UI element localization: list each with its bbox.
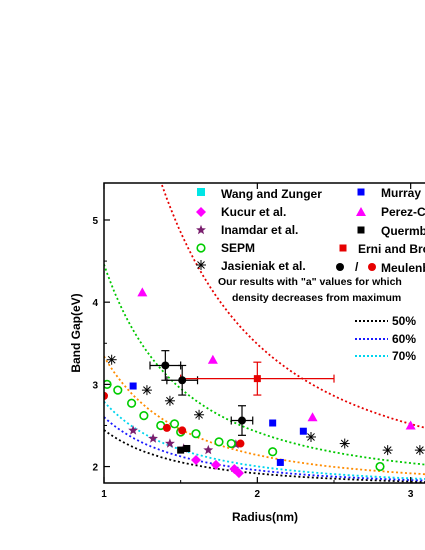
legend-marker-murray-shape [357, 188, 365, 196]
point-jasieniak-et-al [414, 445, 425, 456]
point-our-results [238, 416, 246, 425]
x-tick-label: 2 [255, 489, 261, 500]
legend-label-kucur: Kucur et al. [221, 205, 286, 219]
legend-label-inamdar: Inamdar et al. [221, 223, 298, 237]
point-kucur-et-al [233, 468, 244, 479]
fit-curve-extra-3 [104, 264, 425, 466]
y-tick-label: 5 [92, 216, 98, 227]
y-tick-label: 4 [92, 298, 98, 309]
point-jasieniak-et-al [164, 395, 175, 406]
legend-marker-murray [357, 188, 365, 196]
point-murray [269, 419, 277, 427]
legend-label-50: 50% [392, 314, 416, 328]
legend-marker-wang-zunger [197, 188, 205, 196]
legend-label-meulenberg: Meulenberg [381, 261, 425, 275]
error-bar [166, 364, 199, 396]
legend-label-quermbach: Quermbach [381, 224, 425, 238]
point-inamdar-et-al [165, 438, 175, 448]
point-meulenberg [178, 426, 187, 435]
point-inamdar-et-al [203, 444, 214, 455]
data-points [104, 287, 425, 479]
point-quermbach [183, 444, 191, 452]
legend-marker-perez-shape [356, 207, 366, 216]
point-inamdar-et-al [148, 433, 158, 443]
legend-label-60: 60% [392, 332, 416, 346]
legend-label-jasieniak: Jasieniak et al. [221, 259, 306, 273]
point-our-results [178, 376, 187, 385]
y-tick-label: 2 [92, 463, 98, 474]
legend-marker-jasieniak-shape [196, 260, 206, 270]
point-sepm [139, 411, 149, 421]
point-murray [276, 458, 284, 466]
point-perez-conde [307, 412, 318, 422]
plot-frame [103, 182, 425, 484]
x-tick-label: 1 [101, 489, 107, 500]
legend-marker-erni-shape [339, 244, 347, 252]
point-sepm [226, 438, 236, 449]
legend-marker-sepm [196, 243, 206, 253]
point-jasieniak-et-al [382, 445, 393, 456]
legend-marker-sepm-shape [196, 243, 206, 253]
point-sepm [169, 419, 180, 429]
point-quermbach [177, 446, 185, 454]
point-sepm [127, 398, 137, 408]
point-sepm [191, 429, 201, 439]
fit-curves [104, 183, 425, 483]
legend-marker-quermbach-shape [357, 226, 365, 234]
legend-marker-perez-conde [356, 207, 366, 216]
point-jasieniak-et-al [194, 409, 205, 420]
point-perez-conde [137, 287, 148, 297]
legend-note-line2: density decreases from maximum [232, 292, 401, 304]
point-sepm [214, 437, 224, 447]
point-jasieniak-et-al [306, 431, 316, 442]
legend-marker-jasieniak [196, 260, 206, 270]
point-perez-conde [207, 354, 218, 364]
point-meulenberg [236, 439, 245, 448]
legend-label-wang-zunger: Wang and Zunger [221, 187, 322, 201]
axes: 1 2 3 2 3 4 5 [92, 182, 425, 500]
x-axis-label: Radius(nm) [232, 510, 298, 524]
point-inamdar-et-al [128, 425, 139, 435]
point-jasieniak-et-al [106, 354, 117, 365]
legend: Wang and Zunger Kucur et al. Inamdar et … [196, 186, 425, 363]
legend-marker-our-results [336, 263, 344, 271]
point-sepm [268, 447, 278, 457]
point-jasieniak-et-al [141, 385, 152, 396]
legend-marker-erni-browning [339, 244, 347, 252]
point-kucur-et-al [191, 454, 201, 465]
legend-marker-inamdar [196, 224, 206, 235]
legend-label-70: 70% [392, 349, 416, 363]
fit-curve-50 [104, 429, 425, 483]
point-our-results [161, 361, 170, 370]
point-meulenberg [104, 391, 108, 400]
legend-marker-inamdar-shape [196, 224, 206, 235]
point-sepm [375, 461, 385, 472]
point-murray [299, 427, 307, 435]
legend-marker-meulenberg [368, 263, 376, 271]
point-sepm [113, 385, 123, 395]
fit-curve-extra-4 [104, 355, 425, 476]
legend-slash: / [355, 260, 359, 274]
point-erni-and-browning [253, 375, 261, 383]
legend-marker-quermbach [357, 226, 365, 234]
legend-label-murray: Murray [381, 186, 421, 200]
point-jasieniak-et-al [339, 438, 350, 449]
legend-marker-kucur [196, 207, 206, 217]
legend-note-line1: Our results with "a" values for which [218, 276, 402, 288]
error-bars [149, 350, 335, 436]
fit-curve-60 [104, 416, 425, 482]
point-murray [129, 382, 137, 390]
legend-label-perez-conde: Perez-Conde [381, 205, 425, 219]
y-axis-label: Band Gap(eV) [69, 293, 83, 372]
legend-label-erni-browning: Erni and Browning [358, 242, 425, 256]
point-perez-conde [405, 420, 416, 430]
legend-label-sepm: SEPM [221, 241, 255, 255]
y-tick-label: 3 [92, 380, 98, 391]
point-kucur-et-al [210, 459, 221, 470]
point-meulenberg [162, 423, 171, 432]
legend-marker-kucur-shape [196, 207, 206, 217]
x-tick-label: 3 [408, 489, 414, 500]
